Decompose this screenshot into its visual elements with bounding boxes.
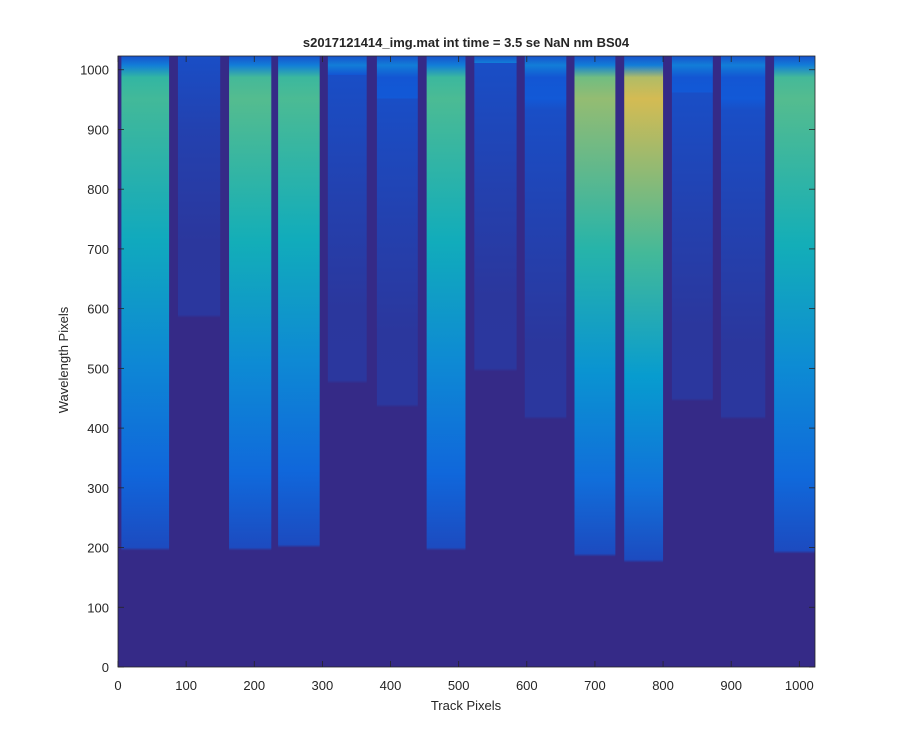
x-tick-label: 700 [584, 678, 606, 693]
heatmap-plot-area [117, 55, 816, 668]
y-tick-label: 0 [102, 660, 109, 675]
heatmap-track-band [229, 56, 272, 667]
x-tick-label: 1000 [785, 678, 814, 693]
y-tick-label: 900 [87, 122, 109, 137]
y-tick-label: 300 [87, 481, 109, 496]
x-tick-label: 200 [243, 678, 265, 693]
x-axis-ticks: 0 100 200 300 400 500 600 700 800 900 1000 [114, 56, 814, 693]
heatmap-track-band [524, 56, 567, 667]
heatmap-track-band [121, 56, 170, 667]
y-tick-label: 800 [87, 182, 109, 197]
y-tick-label: 600 [87, 302, 109, 317]
heatmap-track-band [774, 56, 815, 667]
x-tick-label: 500 [448, 678, 470, 693]
y-axis-ticks: 0 100 200 300 400 500 600 700 800 900 1000 [80, 63, 815, 675]
x-tick-label: 900 [720, 678, 742, 693]
y-tick-label: 400 [87, 421, 109, 436]
x-tick-label: 100 [175, 678, 197, 693]
heatmap-track-band [720, 56, 766, 667]
y-tick-label: 1000 [80, 63, 109, 78]
heatmap-track-band [177, 56, 221, 667]
heatmap-track-band [376, 56, 418, 667]
y-tick-label: 100 [87, 600, 109, 615]
x-tick-label: 800 [652, 678, 674, 693]
heatmap-track-band [327, 56, 367, 667]
x-tick-label: 0 [114, 678, 121, 693]
axes-box [117, 55, 816, 668]
heatmap-tracks [121, 56, 815, 667]
chart-title: s2017121414_img.mat int time = 3.5 se Na… [303, 35, 630, 50]
y-tick-label: 200 [87, 541, 109, 556]
heatmap-track-band [474, 56, 517, 667]
x-tick-label: 400 [380, 678, 402, 693]
heatmap-track-band [624, 56, 664, 667]
heatmap-track-band [671, 56, 713, 667]
y-tick-label: 700 [87, 242, 109, 257]
heatmap-track-band [278, 56, 320, 667]
x-tick-label: 600 [516, 678, 538, 693]
x-tick-label: 300 [312, 678, 334, 693]
heatmap-track-band [426, 56, 466, 667]
y-axis-label: Wavelength Pixels [56, 306, 71, 413]
x-axis-label: Track Pixels [431, 698, 502, 713]
heatmap-track-band [574, 56, 616, 667]
y-tick-label: 500 [87, 361, 109, 376]
